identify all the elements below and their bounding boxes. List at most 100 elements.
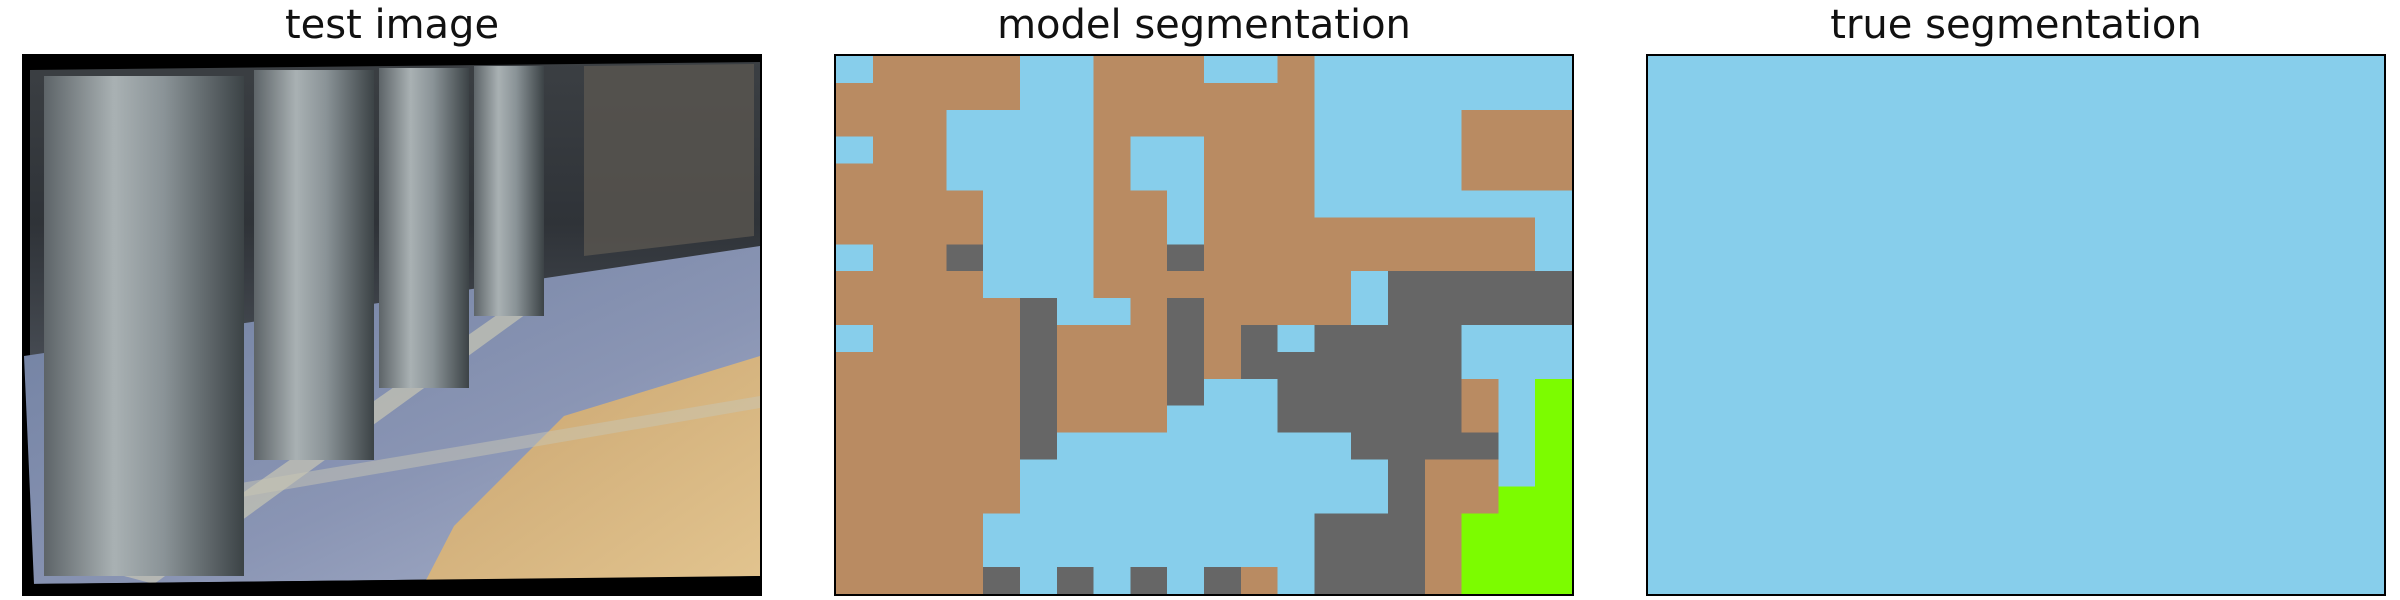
model-seg-cell-sky	[1314, 163, 1352, 192]
true-seg-cell-sky	[2236, 271, 2275, 299]
true-seg-cell-sky	[1758, 486, 1796, 514]
model-seg-cell-sky	[1277, 325, 1316, 353]
model-seg-cell-gray	[1388, 298, 1426, 326]
true-seg-cell-sky	[1795, 405, 1833, 434]
model-seg-cell-sky	[1535, 82, 1572, 111]
true-seg-cell-sky	[1905, 540, 1944, 568]
model-seg-cell-ground	[983, 351, 1021, 380]
true-seg-cell-sky	[2016, 190, 2054, 218]
model-seg-cell-sky	[1535, 56, 1572, 84]
true-seg-cell-sky	[2126, 378, 2164, 407]
pillar-1	[44, 76, 244, 576]
true-seg-cell-sky	[1795, 244, 1833, 272]
model-seg-cell-ground	[1277, 109, 1316, 138]
model-seg-cell-sky	[1277, 540, 1316, 568]
model-seg-cell-sky	[1056, 298, 1095, 326]
true-seg-cell-sky	[1648, 56, 1686, 84]
true-seg-cell-sky	[2052, 432, 2091, 461]
model-seg-cell-ground	[1130, 271, 1168, 299]
true-seg-cell-sky	[2089, 136, 2128, 165]
net-area	[584, 64, 754, 256]
true-seg-cell-sky	[1979, 163, 2017, 192]
true-seg-cell-sky	[1942, 540, 1980, 568]
model-seg-cell-ground	[1130, 405, 1168, 434]
true-seg-cell-sky	[2126, 136, 2164, 165]
test-image-panel: test image	[22, 0, 762, 600]
true-seg-cell-sky	[1684, 298, 1723, 326]
model-seg-cell-ground	[983, 486, 1021, 514]
true-seg-cell-sky	[1905, 163, 1944, 192]
model-seg-cell-gray	[1388, 378, 1426, 407]
true-seg-cell-sky	[1795, 271, 1833, 299]
model-seg-cell-sky	[1204, 378, 1242, 407]
true-seg-cell-sky	[1832, 244, 1870, 272]
true-seg-cell-sky	[1758, 298, 1796, 326]
true-seg-cell-sky	[2016, 567, 2054, 594]
true-seg-cell-sky	[1795, 136, 1833, 165]
true-seg-cell-sky	[1721, 136, 1760, 165]
model-seg-cell-sky	[1351, 486, 1389, 514]
model-seg-cell-ground	[872, 217, 911, 245]
true-seg-cell-sky	[2163, 459, 2201, 487]
true-seg-cell-sky	[1721, 163, 1760, 192]
true-seg-cell-sky	[2200, 82, 2238, 111]
true-seg-cell-sky	[1758, 567, 1796, 594]
true-seg-cell-sky	[1868, 378, 1907, 407]
model-seg-cell-ground	[1240, 190, 1279, 218]
model-seg-cell-ground	[1204, 82, 1242, 111]
true-seg-cell-sky	[2236, 513, 2275, 541]
model-seg-cell-ground	[1461, 163, 1500, 192]
true-seg-cell-sky	[2016, 109, 2054, 138]
true-seg-cell-sky	[1832, 540, 1870, 568]
true-seg-cell-sky	[2236, 540, 2275, 568]
true-seg-cell-sky	[2052, 136, 2091, 165]
model-seg-cell-sky	[1277, 432, 1316, 461]
true-seg-cell-sky	[2236, 217, 2275, 245]
true-seg-cell-sky	[1758, 163, 1796, 192]
true-seg-cell-sky	[2200, 136, 2238, 165]
true-seg-cell-sky	[1684, 459, 1723, 487]
true-seg-cell-sky	[1758, 136, 1796, 165]
true-seg-cell-sky	[1721, 56, 1760, 84]
model-seg-cell-gray	[1351, 432, 1389, 461]
model-seg-cell-ground	[1277, 136, 1316, 165]
model-seg-cell-ground	[1167, 82, 1205, 111]
true-seg-cell-sky	[2236, 567, 2275, 594]
true-seg-cell-sky	[2016, 163, 2054, 192]
true-seg-cell-sky	[2273, 513, 2312, 541]
true-seg-cell-sky	[2347, 405, 2384, 434]
true-seg-cell-sky	[2126, 109, 2164, 138]
true-seg-cell-sky	[1721, 325, 1760, 353]
true-seg-cell-sky	[1648, 432, 1686, 461]
true-seg-cell-sky	[1721, 405, 1760, 434]
model-seg-cell-sky	[1020, 513, 1058, 541]
true-seg-cell-sky	[2052, 540, 2091, 568]
true-seg-cell-sky	[1648, 190, 1686, 218]
true-seg-cell-sky	[1942, 217, 1980, 245]
true-seg-cell-sky	[2089, 540, 2128, 568]
model-seg-cell-sky	[983, 271, 1021, 299]
model-seg-cell-sky	[1130, 459, 1168, 487]
model-seg-cell-sky	[1314, 136, 1352, 165]
model-seg-cell-ground	[1056, 351, 1095, 380]
model-seg-cell-sky	[983, 217, 1021, 245]
model-seg-cell-ground	[1093, 325, 1132, 353]
model-seg-cell-ground	[836, 459, 874, 487]
true-seg-cell-sky	[1868, 513, 1907, 541]
true-seg-cell-sky	[1832, 82, 1870, 111]
true-seg-cell-sky	[2126, 271, 2164, 299]
model-seg-cell-ground	[1130, 56, 1168, 84]
true-seg-cell-sky	[1758, 513, 1796, 541]
model-seg-cell-gray	[1167, 298, 1205, 326]
model-seg-cell-ground	[1130, 109, 1168, 138]
model-seg-cell-sky	[1020, 217, 1058, 245]
model-seg-cell-sky	[1351, 56, 1389, 84]
true-seg-cell-sky	[1905, 405, 1944, 434]
model-seg-cell-gray	[1424, 325, 1463, 353]
model-seg-cell-ground	[1204, 190, 1242, 218]
true-seg-cell-sky	[1979, 351, 2017, 380]
true-seg-cell-sky	[2347, 351, 2384, 380]
true-seg-cell-sky	[2016, 513, 2054, 541]
model-seg-cell-sky	[1535, 351, 1572, 380]
true-seg-cell-sky	[1868, 136, 1907, 165]
